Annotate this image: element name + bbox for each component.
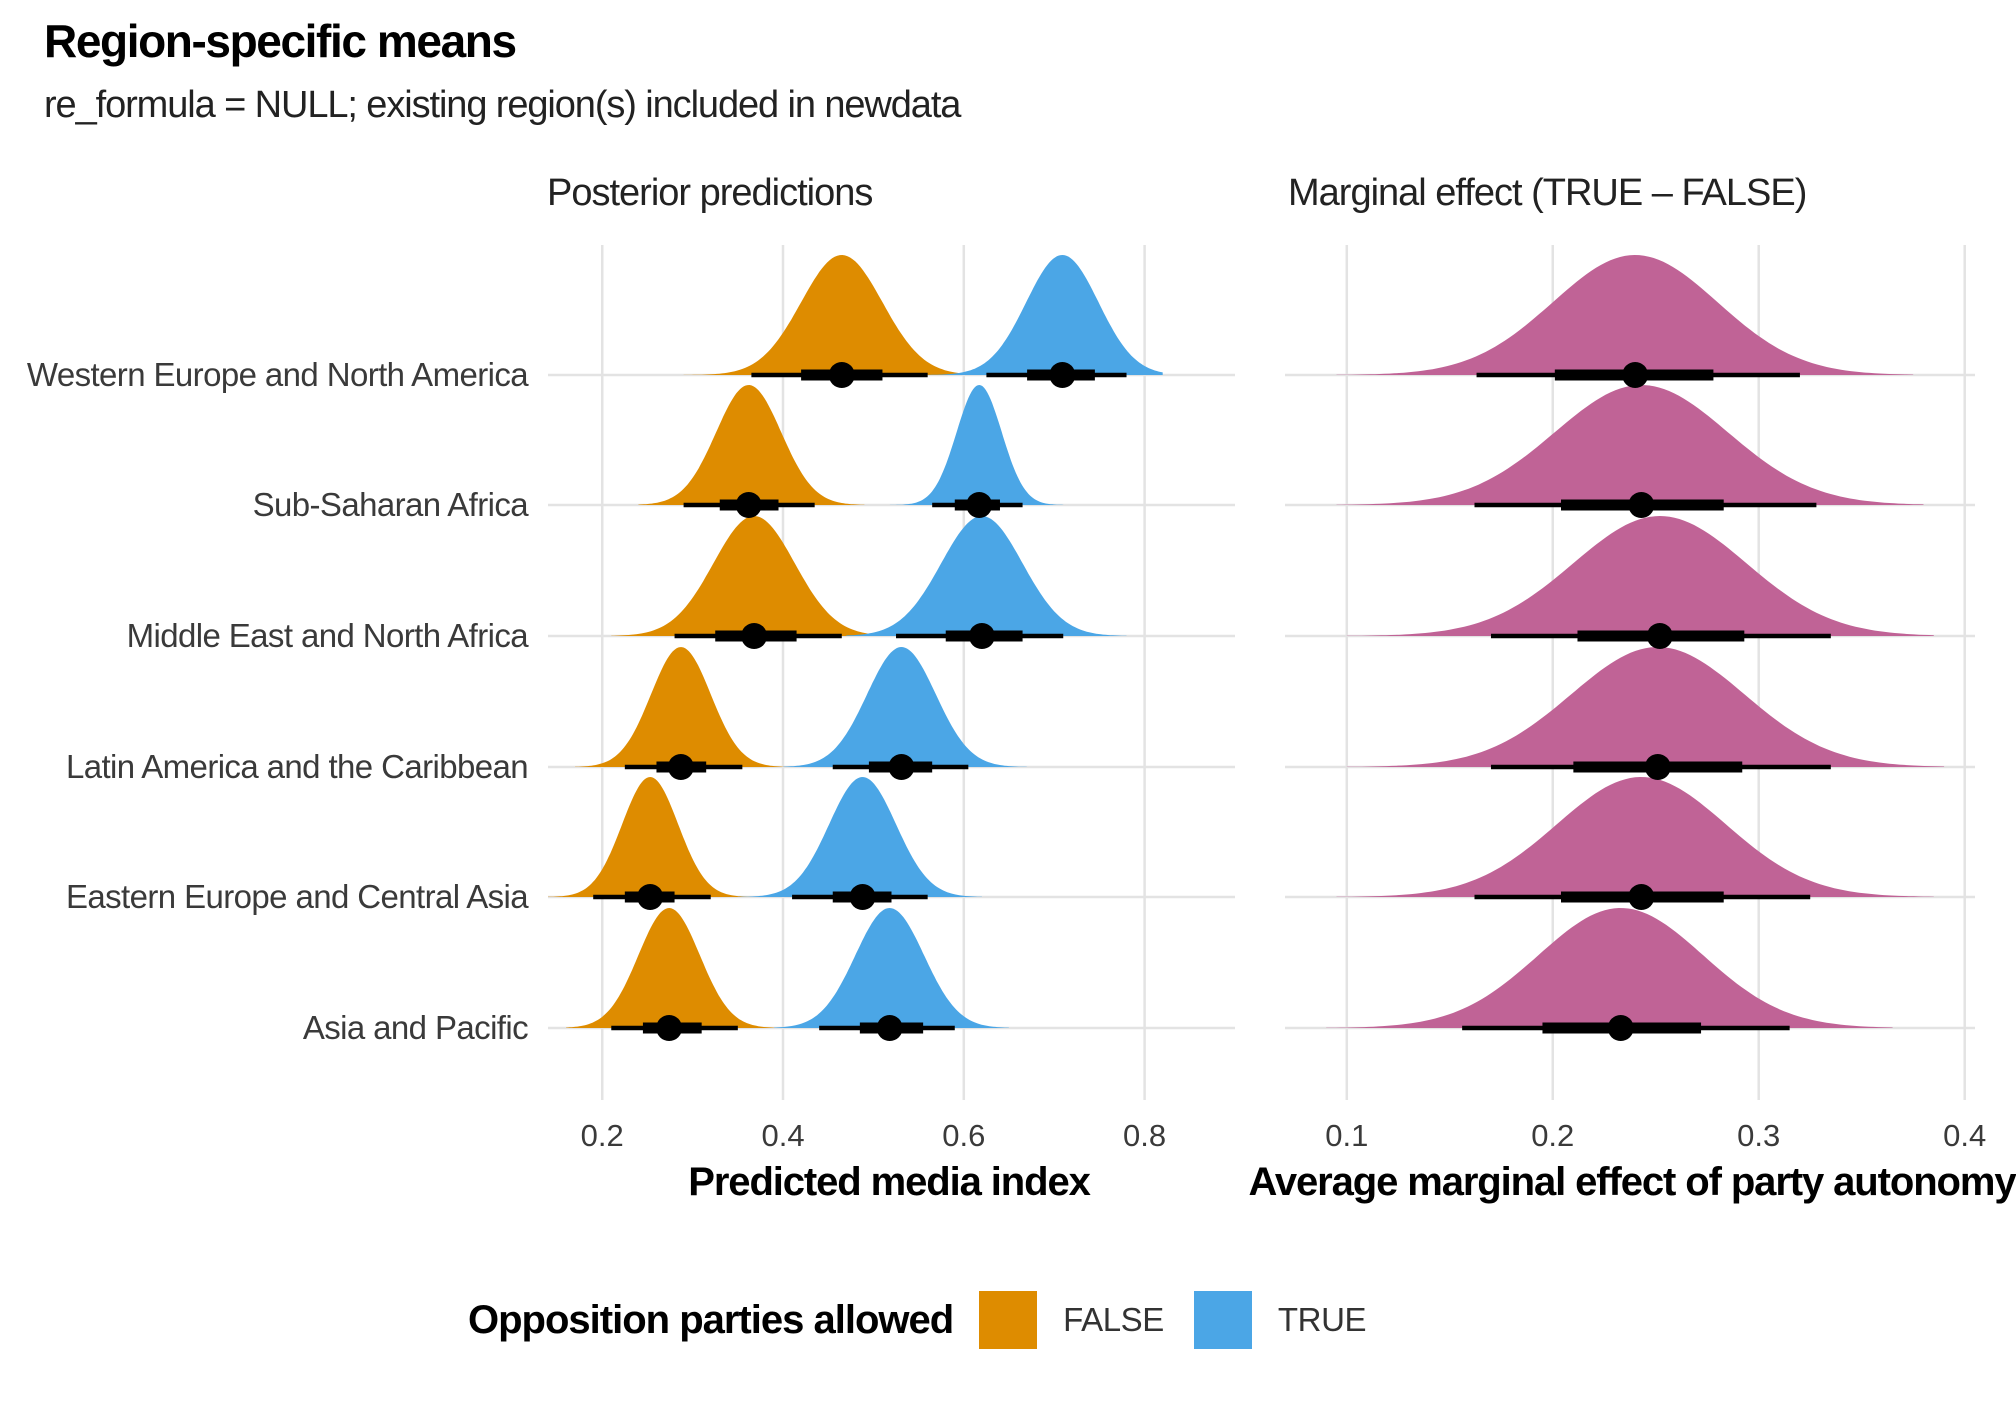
density-false-latin-america-and-the-caribbean <box>575 647 793 767</box>
x-tick-marginal-effect-3: 0.4 <box>1943 1118 1987 1153</box>
median-point-false-eastern-europe-and-central-asia <box>637 884 664 910</box>
legend-title: Opposition parties allowed <box>468 1297 954 1342</box>
y-label-western-europe-and-north-america: Western Europe and North America <box>26 356 529 393</box>
legend: Opposition parties allowed FALSE TRUE <box>468 1290 1396 1350</box>
x-tick-predictions-2: 0.6 <box>942 1118 986 1153</box>
legend-key-true <box>1193 1291 1252 1349</box>
density-false-asia-and-pacific <box>566 908 793 1028</box>
density-true-false-middle-east-and-north-africa <box>1346 516 1934 636</box>
x-tick-predictions-3: 0.8 <box>1123 1118 1167 1153</box>
x-tick-marginal-effect-0: 0.1 <box>1325 1118 1369 1153</box>
median-point-true-middle-east-and-north-africa <box>968 623 995 649</box>
legend-key-false <box>979 1291 1038 1349</box>
density-true-false-latin-america-and-the-caribbean <box>1346 647 1945 767</box>
median-point-true-false-middle-east-and-north-africa <box>1646 623 1673 649</box>
y-label-asia-and-pacific: Asia and Pacific <box>302 1009 529 1046</box>
density-true-false-asia-and-pacific <box>1326 908 1893 1028</box>
median-point-true-false-western-europe-and-north-america <box>1622 362 1649 388</box>
density-false-sub-saharan-africa <box>638 385 865 505</box>
density-false-western-europe-and-north-america <box>683 255 991 375</box>
median-point-true-false-latin-america-and-the-caribbean <box>1644 754 1671 780</box>
median-point-false-asia-and-pacific <box>656 1015 683 1041</box>
density-true-middle-east-and-north-africa <box>846 516 1127 636</box>
y-label-sub-saharan-africa: Sub-Saharan Africa <box>252 486 529 523</box>
chart-subtitle: re_formula = NULL; existing region(s) in… <box>44 84 961 126</box>
median-point-false-western-europe-and-north-america <box>828 362 855 388</box>
density-false-middle-east-and-north-africa <box>611 516 910 636</box>
density-true-asia-and-pacific <box>774 908 1009 1028</box>
chart-title: Region-specific means <box>44 15 517 67</box>
density-true-false-sub-saharan-africa <box>1336 385 1924 505</box>
panel-title-marginal-effect: Marginal effect (TRUE – FALSE) <box>1288 172 1807 214</box>
density-true-western-europe-and-north-america <box>927 255 1163 375</box>
density-true-sub-saharan-africa <box>873 385 1064 505</box>
median-point-true-false-eastern-europe-and-central-asia <box>1628 884 1655 910</box>
density-true-latin-america-and-the-caribbean <box>783 647 1028 767</box>
median-point-true-false-asia-and-pacific <box>1607 1015 1634 1041</box>
x-axis-title-predictions: Predicted media index <box>688 1160 1091 1204</box>
y-label-eastern-europe-and-central-asia: Eastern Europe and Central Asia <box>65 878 529 915</box>
median-point-false-sub-saharan-africa <box>735 492 762 518</box>
density-true-false-western-europe-and-north-america <box>1336 255 1914 375</box>
x-tick-predictions-1: 0.4 <box>761 1118 805 1153</box>
density-true-eastern-europe-and-central-asia <box>737 777 982 897</box>
legend-label-true: TRUE <box>1277 1301 1367 1338</box>
median-point-false-middle-east-and-north-africa <box>741 623 768 649</box>
y-label-latin-america-and-the-caribbean: Latin America and the Caribbean <box>65 748 529 785</box>
median-point-true-eastern-europe-and-central-asia <box>849 884 876 910</box>
x-tick-marginal-effect-2: 0.3 <box>1737 1118 1781 1153</box>
x-tick-marginal-effect-1: 0.2 <box>1531 1118 1575 1153</box>
median-point-false-latin-america-and-the-caribbean <box>667 754 694 780</box>
median-point-true-sub-saharan-africa <box>966 492 993 518</box>
y-label-middle-east-and-north-africa: Middle East and North Africa <box>126 617 529 654</box>
median-point-true-false-sub-saharan-africa <box>1628 492 1655 518</box>
median-point-true-asia-and-pacific <box>876 1015 903 1041</box>
density-false-eastern-europe-and-central-asia <box>548 777 756 897</box>
median-point-true-western-europe-and-north-america <box>1049 362 1076 388</box>
x-axis-title-marginal-effect: Average marginal effect of party autonom… <box>1248 1160 2016 1204</box>
x-tick-predictions-0: 0.2 <box>580 1118 624 1153</box>
median-point-true-latin-america-and-the-caribbean <box>888 754 915 780</box>
panel-title-predictions: Posterior predictions <box>547 172 873 214</box>
density-true-false-eastern-europe-and-central-asia <box>1336 777 1934 897</box>
legend-label-false: FALSE <box>1063 1301 1164 1338</box>
